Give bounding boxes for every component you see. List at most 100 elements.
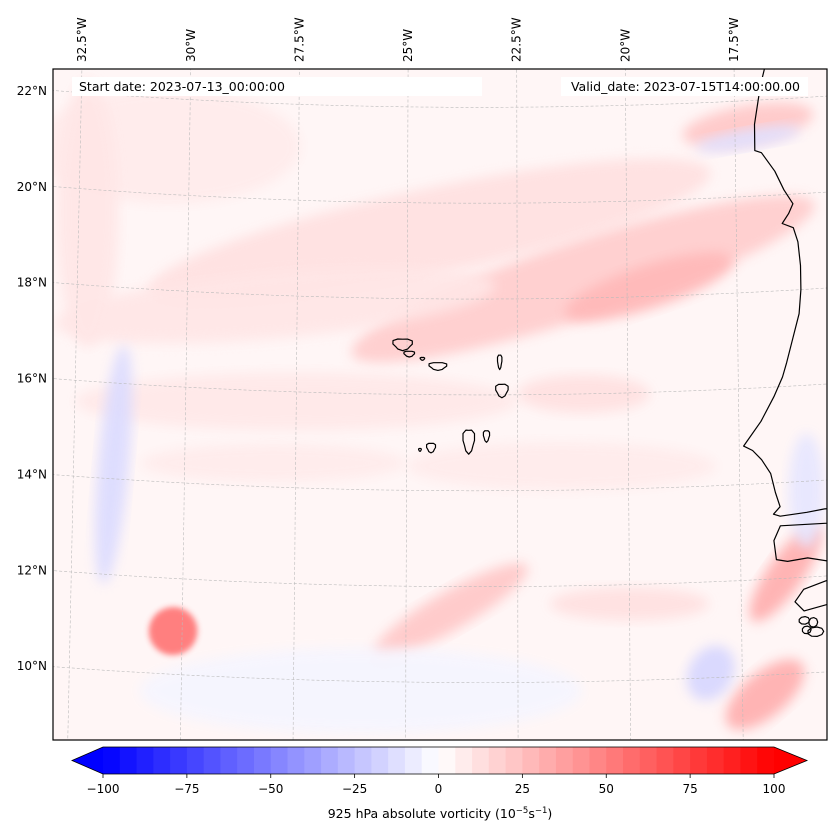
colorbar-extend-max-arrow: [774, 747, 807, 774]
colorbar-level: [371, 747, 389, 774]
colorbar-level: [388, 747, 406, 774]
longitude-tick-label: 32.5°W: [75, 17, 89, 62]
parallel-gridline: [53, 90, 827, 108]
positive-vorticity-region: [54, 266, 496, 344]
island-maio: [482, 430, 491, 443]
island-santa-luzia: [419, 356, 426, 361]
colorbar-label-exp1: −5: [515, 806, 529, 816]
negative-vorticity-region: [139, 647, 582, 735]
island-fogo: [426, 442, 437, 454]
colorbar-level: [472, 747, 490, 774]
island-brava: [418, 447, 422, 452]
parallel-gridline: [53, 666, 827, 683]
meridian-gridline: [405, 69, 409, 740]
colorbar-tick-label: 0: [435, 782, 443, 796]
longitude-tick-label: 27.5°W: [292, 17, 306, 62]
colorbar-level: [203, 747, 221, 774]
colorbar-level: [237, 747, 255, 774]
colorbar-level: [438, 747, 456, 774]
colorbar-level: [505, 747, 523, 774]
colorbar-level: [706, 747, 725, 774]
longitude-tick-label: 25°W: [401, 29, 415, 62]
colorbar-level: [488, 747, 507, 774]
colorbar-level: [539, 747, 557, 774]
colorbar-level: [404, 747, 423, 774]
colorbar-level: [153, 747, 171, 774]
positive-vorticity-region: [351, 195, 815, 363]
colorbar-tick-label: 75: [682, 782, 697, 796]
negative-vorticity-region: [686, 645, 735, 701]
meridian-gridline: [733, 69, 744, 740]
longitude-tick-label: 20°W: [618, 29, 632, 62]
latitude-tick-label: 14°N: [17, 468, 47, 482]
island-sao-vicente: [403, 350, 416, 358]
colorbar-tick-label: 50: [599, 782, 614, 796]
positive-vorticity-region: [75, 372, 518, 431]
bijagos-island: [798, 616, 811, 625]
colorbar-level: [103, 747, 121, 774]
longitude-tick-label: 30°W: [184, 29, 198, 62]
valid-date-label: Valid_date: 2023-07-15T14:00:00.00: [560, 77, 808, 96]
colorbar-label-end: ): [547, 806, 553, 822]
parallel-gridline: [53, 570, 827, 587]
africa-coastline: [743, 69, 827, 517]
colorbar-level: [304, 747, 322, 774]
colorbar-level: [690, 747, 708, 774]
colorbar-level: [270, 747, 289, 774]
colorbar-level: [253, 747, 272, 774]
colorbar-tick-label: −100: [87, 782, 120, 796]
coastlines: [392, 69, 827, 637]
parallel-gridline: [53, 474, 827, 492]
bijagos-island: [807, 626, 825, 637]
colorbar-level: [639, 747, 658, 774]
parallel-gridline: [53, 378, 827, 396]
positive-vorticity-region: [407, 442, 717, 491]
colorbar-level: [354, 747, 372, 774]
colorbar-tick-label: 100: [763, 782, 786, 796]
positive-vorticity-region: [148, 158, 711, 305]
longitude-tick-label: 17.5°W: [727, 17, 741, 62]
colorbar-level: [220, 747, 238, 774]
meridian-gridline: [180, 69, 191, 740]
longitude-tick-labels: 32.5°W 30°W 27.5°W 25°W 22.5°W 20°W 17.5°W: [75, 17, 741, 62]
colorbar-level: [170, 747, 188, 774]
colorbar-level: [740, 747, 758, 774]
colorbar-tick-labels: −100 −75 −50 −25 0 25 50 75 100: [87, 774, 786, 796]
colorbar: [70, 746, 809, 775]
gridlines: [53, 69, 827, 740]
colorbar-level: [572, 747, 590, 774]
colorbar-tick-label: −75: [174, 782, 199, 796]
latitude-tick-label: 12°N: [17, 563, 47, 577]
colorbar-level: [119, 747, 138, 774]
colorbar-level: [757, 747, 775, 774]
colorbar-extend-min-arrow: [72, 747, 103, 774]
island-boa-vista: [495, 383, 509, 399]
latitude-tick-label: 10°N: [17, 659, 47, 673]
negative-vorticity-region: [788, 433, 825, 549]
map-frame: [52, 68, 828, 741]
colorbar-level: [522, 747, 540, 774]
start-date-label: Start date: 2023-07-13_00:00:00: [72, 77, 482, 96]
parallel-gridline: [53, 186, 827, 204]
colorbar-label-mid: s: [528, 806, 535, 822]
colorbar-tick-label: −25: [342, 782, 367, 796]
colorbar-tick-label: 25: [515, 782, 530, 796]
colorbar-level: [421, 747, 439, 774]
casamance-coastline: [773, 522, 827, 562]
meridian-gridline: [67, 69, 83, 740]
meridian-gridline: [625, 69, 631, 740]
negative-vorticity-region: [94, 345, 133, 584]
latitude-tick-label: 16°N: [17, 372, 47, 386]
positive-vorticity-region: [148, 607, 198, 656]
longitude-tick-label: 22.5°W: [510, 17, 524, 62]
bijagos-island: [801, 625, 812, 635]
colorbar-level: [656, 747, 674, 774]
map-area: [53, 69, 827, 740]
colorbar-level: [321, 747, 339, 774]
positive-vorticity-region: [749, 525, 822, 622]
colorbar-level: [673, 747, 691, 774]
colorbar-level: [136, 747, 154, 774]
colorbar-level: [287, 747, 305, 774]
colorbar-level: [455, 747, 473, 774]
